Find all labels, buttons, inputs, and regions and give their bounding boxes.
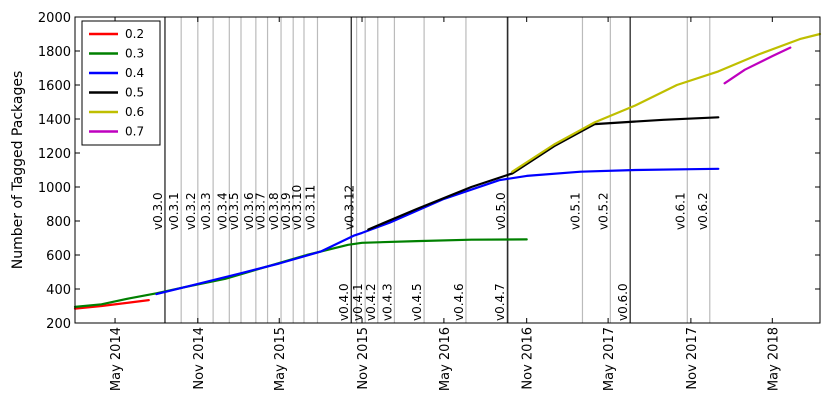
- series-line-0-4: [155, 167, 720, 296]
- release-label: v0.6.2: [696, 192, 710, 230]
- legend: 0.2 0.3 0.4 0.5 0.6 0.7: [81, 20, 161, 146]
- x-axis: May 2014 Nov 2014 May 2015 Nov 2015 May 2016…: [109, 17, 781, 391]
- release-labels: v0.3.0 v0.3.1 v0.3.2 v0.3.3 v0.3.4v0.3.5 v0.3…: [151, 185, 710, 321]
- release-label: v0.3.0: [151, 192, 165, 230]
- release-label: v0.4.2: [364, 283, 378, 321]
- release-label: v0.3.3: [199, 192, 213, 230]
- y-tick-label: 2000: [38, 11, 71, 26]
- release-label: v0.3.6: [242, 192, 256, 230]
- y-tick-label: 1600: [38, 79, 71, 94]
- y-tick-label: 200: [46, 317, 71, 332]
- release-label: v0.5.0: [494, 192, 508, 230]
- y-axis: 200 400 600 800 1000 1200 1400 1600 1800 2000: [38, 11, 820, 332]
- plot-frame: [74, 16, 821, 324]
- y-tick-label: 1400: [38, 113, 71, 128]
- release-label: v0.3.10: [290, 185, 304, 230]
- series-lines: [73, 32, 822, 310]
- x-tick-label: Nov 2015: [356, 327, 371, 390]
- release-label: v0.4.6: [452, 283, 466, 321]
- release-label: v0.6.1: [673, 192, 687, 230]
- release-label: v0.6.0: [616, 283, 630, 321]
- series-line-0-7: [723, 46, 792, 85]
- release-label: v0.3.11: [303, 185, 317, 230]
- x-tick-label: Nov 2014: [192, 327, 207, 390]
- release-label: v0.5.1: [568, 192, 582, 230]
- release-label: v0.3.1: [167, 192, 181, 230]
- legend-box: [81, 20, 161, 146]
- release-label: v0.4.7: [493, 283, 507, 321]
- x-tick-label: May 2014: [109, 327, 124, 391]
- x-tick-label: Nov 2017: [685, 327, 700, 390]
- y-tick-label: 800: [46, 215, 71, 230]
- release-label: v0.5.2: [596, 192, 610, 230]
- series-line-0-6: [511, 32, 822, 173]
- release-label: v0.3.9: [279, 192, 293, 230]
- release-label: v0.3.8: [267, 192, 281, 230]
- y-tick-label: 1000: [38, 181, 71, 196]
- release-label: v0.4.1: [351, 283, 365, 321]
- release-label: v0.3.4: [215, 192, 229, 230]
- legend-label: 0.3: [125, 47, 144, 61]
- y-tick-label: 600: [46, 249, 71, 264]
- legend-label: 0.6: [125, 105, 144, 119]
- release-label: v0.3.2: [184, 192, 198, 230]
- legend-label: 0.7: [125, 125, 144, 139]
- y-axis-title: Number of Tagged Packages: [10, 71, 26, 270]
- legend-label: 0.2: [125, 27, 144, 41]
- series-line-0-2: [73, 299, 150, 310]
- x-tick-label: May 2016: [438, 327, 453, 391]
- release-label: v0.4.0: [337, 283, 351, 321]
- release-label: v0.3.12: [343, 185, 357, 230]
- x-tick-label: May 2017: [602, 327, 617, 391]
- series-line-0-5: [367, 116, 720, 231]
- release-label: v0.4.5: [410, 283, 424, 321]
- y-tick-label: 400: [46, 283, 71, 298]
- legend-label: 0.5: [125, 86, 144, 100]
- y-tick-label: 1200: [38, 147, 71, 162]
- x-tick-label: Nov 2016: [521, 327, 536, 390]
- x-tick-label: May 2015: [273, 327, 288, 391]
- release-label: v0.3.7: [254, 192, 268, 230]
- legend-label: 0.4: [125, 66, 144, 80]
- release-label: v0.3.5: [227, 192, 241, 230]
- x-tick-label: May 2018: [766, 327, 781, 391]
- y-tick-label: 1800: [38, 45, 71, 60]
- release-label: v0.4.3: [380, 283, 394, 321]
